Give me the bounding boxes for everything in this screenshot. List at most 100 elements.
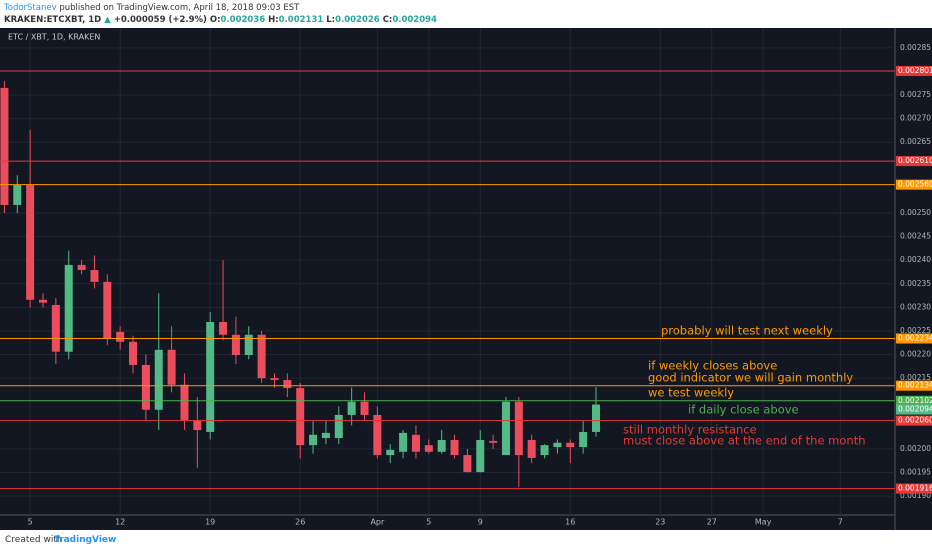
y-tick-label: 0.00195 bbox=[900, 468, 931, 477]
y-tick-label: 0.00275 bbox=[900, 90, 931, 99]
candle-body bbox=[257, 334, 266, 379]
level-tag bbox=[896, 65, 932, 76]
candle-body bbox=[180, 384, 189, 421]
price-label: 0.002094 bbox=[898, 405, 932, 414]
candle-body bbox=[244, 334, 253, 356]
candle-body bbox=[116, 331, 125, 342]
price-tag bbox=[896, 404, 932, 415]
candle-body bbox=[527, 439, 536, 458]
candle-body bbox=[411, 434, 420, 452]
c-label: C: bbox=[382, 15, 393, 25]
h-value: 0.002131 bbox=[278, 15, 324, 25]
candle-body bbox=[437, 439, 446, 452]
level-tag bbox=[896, 179, 932, 190]
candle-body bbox=[489, 440, 498, 443]
annotation: must close above at the end of the month bbox=[623, 434, 866, 448]
annotation: good indicator we will gain monthly bbox=[648, 371, 853, 385]
x-tick-label: 12 bbox=[115, 518, 125, 527]
annotation: if weekly closes above bbox=[648, 359, 777, 373]
o-label: O: bbox=[209, 15, 221, 25]
candle-body bbox=[321, 432, 330, 439]
candle-body bbox=[206, 321, 215, 432]
level-label: 0.002560 bbox=[898, 180, 932, 189]
candle-body bbox=[51, 305, 60, 352]
candle-body bbox=[296, 388, 305, 446]
level-tag bbox=[896, 380, 932, 391]
y-tick-label: 0.00225 bbox=[900, 326, 931, 335]
annotation: probably will test next weekly bbox=[661, 324, 833, 338]
brand[interactable]: TradingView bbox=[54, 535, 117, 545]
candle-body bbox=[103, 281, 112, 339]
created: Created with bbox=[5, 535, 63, 545]
candle-body bbox=[373, 414, 382, 456]
level-label: 0.002060 bbox=[898, 416, 932, 425]
publish-line: TodorStanev published on TradingView.com… bbox=[4, 3, 299, 13]
level-tag bbox=[896, 395, 932, 406]
x-tick-label: 26 bbox=[295, 518, 305, 527]
x-tick-label: 9 bbox=[478, 518, 483, 527]
level-label: 0.002234 bbox=[898, 334, 932, 343]
chart-bg bbox=[0, 28, 932, 530]
x-tick-label: Apr bbox=[370, 518, 385, 527]
y-tick-label: 0.00230 bbox=[900, 302, 931, 311]
candle-body bbox=[360, 401, 369, 415]
candle-body bbox=[399, 432, 408, 452]
candle-body bbox=[566, 442, 575, 448]
x-tick-label: May bbox=[755, 518, 772, 527]
level-label: 0.001916 bbox=[898, 484, 932, 493]
symbol: KRAKEN:ETCXBT, 1D bbox=[4, 15, 102, 25]
y-tick-label: 0.00245 bbox=[900, 232, 931, 241]
x-tick-label: 16 bbox=[565, 518, 575, 527]
candle-body bbox=[154, 349, 163, 410]
y-tick-label: 0.00190 bbox=[900, 491, 931, 500]
candle-body bbox=[13, 185, 22, 205]
level-tag bbox=[896, 333, 932, 344]
candle-body bbox=[553, 442, 562, 448]
level-label: 0.002610 bbox=[898, 156, 932, 165]
candle-body bbox=[39, 299, 48, 303]
candle-body bbox=[463, 455, 472, 473]
level-label: 0.002102 bbox=[898, 396, 932, 405]
candle-body bbox=[476, 439, 485, 473]
y-tick-label: 0.00285 bbox=[900, 43, 931, 52]
arrow: ▲ bbox=[104, 15, 111, 25]
l-value: 0.002026 bbox=[335, 15, 380, 25]
c-value: 0.002094 bbox=[392, 15, 437, 25]
candle-body bbox=[0, 87, 9, 205]
level-tag bbox=[896, 156, 932, 167]
footer: Created with TradingView bbox=[0, 530, 932, 550]
x-tick-label: 23 bbox=[655, 518, 665, 527]
candle-body bbox=[334, 414, 343, 439]
author[interactable]: TodorStanev bbox=[4, 3, 57, 13]
published: published on TradingView.com, April 18, … bbox=[59, 3, 300, 13]
level-label: 0.002801 bbox=[898, 66, 932, 75]
candle-body bbox=[591, 404, 600, 432]
y-tick-label: 0.00270 bbox=[900, 114, 931, 123]
candle-body bbox=[129, 341, 138, 365]
h-label: H: bbox=[268, 15, 279, 25]
y-tick-label: 0.00200 bbox=[900, 444, 931, 453]
annotation: if daily close above bbox=[688, 403, 799, 417]
x-tick-label: 7 bbox=[838, 518, 843, 527]
change: +0.000059 (+2.9%) bbox=[113, 15, 207, 25]
candle-body bbox=[347, 401, 356, 415]
candle-body bbox=[231, 334, 240, 356]
o-value: 0.002036 bbox=[220, 15, 266, 25]
annotation: we test weekly bbox=[648, 386, 734, 400]
candle-body bbox=[270, 378, 279, 381]
candle-body bbox=[141, 364, 150, 410]
y-tick-label: 0.00265 bbox=[900, 137, 931, 146]
annotation: still monthly resistance bbox=[623, 423, 757, 437]
y-tick-label: 0.00220 bbox=[900, 350, 931, 359]
candle-body bbox=[424, 445, 433, 452]
level-tag bbox=[896, 415, 932, 426]
x-tick-label: 27 bbox=[707, 518, 717, 527]
candle-body bbox=[579, 431, 588, 448]
candle-body bbox=[450, 439, 459, 456]
candle-body bbox=[386, 449, 395, 456]
candle-body bbox=[501, 401, 510, 456]
candle-body bbox=[540, 445, 549, 456]
candle-body bbox=[309, 434, 318, 446]
candle-body bbox=[90, 270, 99, 282]
